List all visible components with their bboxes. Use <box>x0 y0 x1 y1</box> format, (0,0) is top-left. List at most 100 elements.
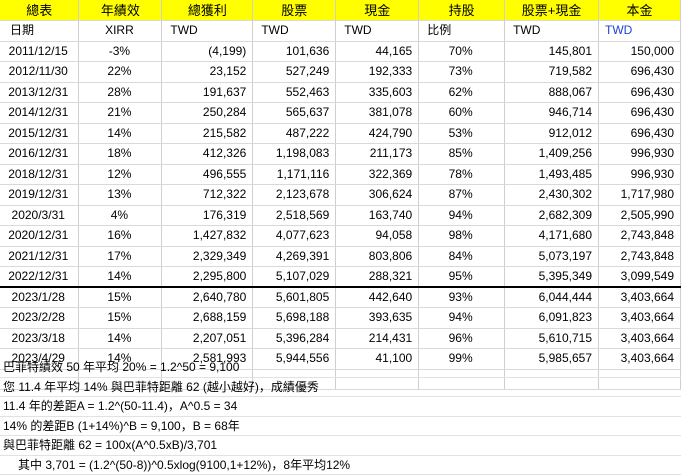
table-cell: 3,403,664 <box>598 348 681 370</box>
table-cell: 288,321 <box>335 266 420 288</box>
empty-cell <box>252 369 337 390</box>
table-cell: 2,688,159 <box>161 307 254 329</box>
note-line: 巴菲特績效 50 年平均 20% = 1.2^50 = 9,100 <box>0 358 681 378</box>
table-cell: 5,698,188 <box>252 307 337 329</box>
table-cell: 41,100 <box>335 348 420 370</box>
table-row: 2020/12/31 16% 1,427,832 4,077,623 94,058 98%… <box>0 225 681 247</box>
table-cell: 94,058 <box>335 225 420 247</box>
header-cell: 本金 <box>598 0 681 21</box>
table-cell: 1,198,083 <box>252 143 337 165</box>
header-cell: TWD <box>504 20 599 42</box>
table-cell: 14% <box>78 328 163 349</box>
table-row: 2012/11/30 22% 23,152 527,249 192,333 73% 719,… <box>0 61 681 83</box>
header-cell: 現金 <box>335 0 420 21</box>
table-cell: 696,430 <box>598 82 681 103</box>
table-cell: 94% <box>418 205 506 226</box>
table-cell: 3,403,664 <box>598 287 681 308</box>
table-cell: 712,322 <box>161 184 254 206</box>
empty-cell <box>161 369 254 390</box>
table-cell: 2016/12/31 <box>0 143 80 165</box>
table-cell: 5,395,349 <box>504 266 599 288</box>
table-cell: 85% <box>418 143 506 165</box>
header-cell: XIRR <box>78 20 163 42</box>
table-cell: 1,717,980 <box>598 184 681 206</box>
table-cell: 1,409,256 <box>504 143 599 165</box>
table-cell: 99% <box>418 348 506 370</box>
table-cell: 322,369 <box>335 164 420 185</box>
table-cell: 2,581,993 <box>161 348 254 370</box>
table-cell: 70% <box>418 41 506 62</box>
table-cell: 16% <box>78 225 163 247</box>
table-cell: 15% <box>78 307 163 329</box>
table-cell: 946,714 <box>504 102 599 124</box>
table-cell: 412,326 <box>161 143 254 165</box>
table-cell: 95% <box>418 266 506 288</box>
table-cell: 2022/12/31 <box>0 266 80 288</box>
table-cell: 487,222 <box>252 123 337 144</box>
table-cell: 335,603 <box>335 82 420 103</box>
table-cell: 2,743,848 <box>598 225 681 247</box>
table-cell: 2,640,780 <box>161 287 254 308</box>
table-cell: 5,601,805 <box>252 287 337 308</box>
table-cell: 3,403,664 <box>598 307 681 329</box>
header-cell: TWD <box>161 20 254 42</box>
header-row-1: 總表 年績效 總獲利 股票 現金 持股 股票+現金 本金 <box>0 0 681 21</box>
header-cell: TWD <box>598 20 681 42</box>
table-cell: 996,930 <box>598 164 681 185</box>
table-row: 2020/3/31 4% 176,319 2,518,569 163,740 94% 2,6… <box>0 205 681 226</box>
table-cell: 6,091,823 <box>504 307 599 329</box>
table-cell: 2018/12/31 <box>0 164 80 185</box>
table-cell: 98% <box>418 225 506 247</box>
table-cell: 2,518,569 <box>252 205 337 226</box>
note-line: 11.4 年的差距A = 1.2^(50-11.4)，A^0.5 = 34 <box>0 397 681 417</box>
table-cell: 191,637 <box>161 82 254 103</box>
table-cell: 163,740 <box>335 205 420 226</box>
table-cell: 3,403,664 <box>598 328 681 349</box>
table-cell: 214,431 <box>335 328 420 349</box>
note-line: 14% 的差距B (1+14%)^B = 9,100，B = 68年 <box>0 417 681 436</box>
table-row: 2022/12/31 14% 2,295,800 5,107,029 288,321 95… <box>0 266 681 288</box>
table-cell: (4,199) <box>161 41 254 62</box>
table-cell: 13% <box>78 184 163 206</box>
header-cell: 總表 <box>0 0 80 21</box>
table-cell: 442,640 <box>335 287 420 308</box>
table-cell: 6,044,444 <box>504 287 599 308</box>
header-cell: 總獲利 <box>161 0 254 21</box>
header-cell: 年績效 <box>78 0 163 21</box>
table-cell: 4% <box>78 205 163 226</box>
table-cell: 215,582 <box>161 123 254 144</box>
table-cell: 888,067 <box>504 82 599 103</box>
table-cell: 2023/3/18 <box>0 328 80 349</box>
table-cell: 2023/1/28 <box>0 287 80 308</box>
table-cell: 23,152 <box>161 61 254 83</box>
empty-cell <box>78 369 163 390</box>
table-cell: 78% <box>418 164 506 185</box>
table-cell: 211,173 <box>335 143 420 165</box>
table-cell: 565,637 <box>252 102 337 124</box>
table-cell: 2013/12/31 <box>0 82 80 103</box>
table-cell: 21% <box>78 102 163 124</box>
header-cell: 日期 <box>0 20 80 42</box>
table-cell: 2,682,309 <box>504 205 599 226</box>
table-cell: 15% <box>78 287 163 308</box>
table-cell: 1,171,116 <box>252 164 337 185</box>
table-cell: 2023/2/28 <box>0 307 80 329</box>
table-cell: 2011/12/15 <box>0 41 80 62</box>
empty-row <box>0 369 681 390</box>
table-cell: 44,165 <box>335 41 420 62</box>
table-cell: 719,582 <box>504 61 599 83</box>
table-row: 2011/12/15 -3% (4,199) 101,636 44,165 70% 145,… <box>0 41 681 62</box>
table-row: 2016/12/31 18% 412,326 1,198,083 211,173 85% 1… <box>0 143 681 165</box>
table-cell: 94% <box>418 307 506 329</box>
empty-cell <box>598 369 681 390</box>
table-cell: 803,806 <box>335 246 420 267</box>
table-cell: 2,329,349 <box>161 246 254 267</box>
table-cell: 696,430 <box>598 123 681 144</box>
table-cell: 87% <box>418 184 506 206</box>
header-row-2: 日期 XIRR TWD TWD TWD 比例 TWD TWD <box>0 20 681 42</box>
table-cell: 5,073,197 <box>504 246 599 267</box>
table-cell: 17% <box>78 246 163 267</box>
table-cell: -3% <box>78 41 163 62</box>
table-cell: 393,635 <box>335 307 420 329</box>
table-cell: 1,493,485 <box>504 164 599 185</box>
